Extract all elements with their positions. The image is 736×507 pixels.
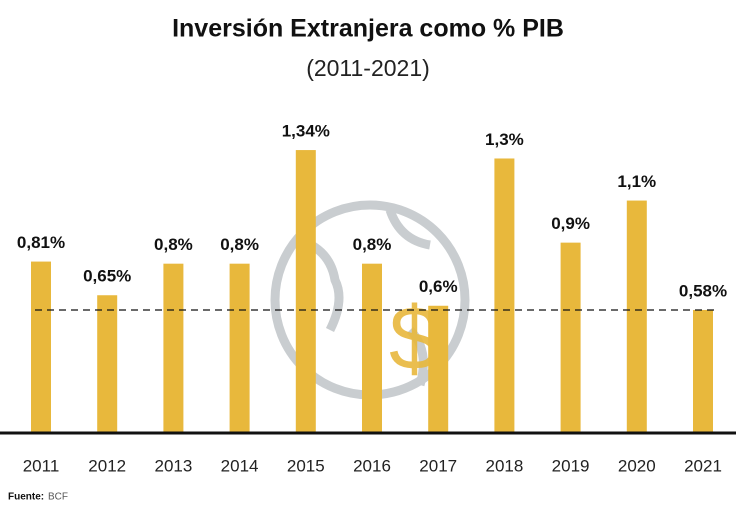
bar <box>626 200 647 432</box>
bar <box>494 158 515 433</box>
bar <box>428 305 449 432</box>
x-tick-label: 2020 <box>618 456 656 475</box>
value-label: 0,8% <box>154 235 193 254</box>
value-label: 0,8% <box>220 235 259 254</box>
x-tick-label: 2019 <box>552 456 590 475</box>
bar <box>163 263 184 432</box>
source-label: Fuente: <box>8 492 44 503</box>
bar <box>560 242 581 432</box>
bar <box>97 295 118 432</box>
x-tick-label: 2018 <box>485 456 523 475</box>
value-label: 1,3% <box>485 130 524 149</box>
value-label: 0,81% <box>17 233 65 252</box>
bar <box>31 261 51 432</box>
chart-subtitle: (2011-2021) <box>306 55 430 81</box>
value-label: 0,8% <box>353 235 392 254</box>
bar <box>295 150 316 432</box>
bar <box>229 263 250 432</box>
value-label: 0,6% <box>419 277 458 296</box>
source: BCF <box>48 492 68 503</box>
value-label: 1,34% <box>282 122 330 141</box>
value-label: 0,58% <box>679 281 727 300</box>
bar <box>693 309 713 432</box>
value-label: 0,9% <box>551 214 590 233</box>
x-tick-label: 2013 <box>154 456 192 475</box>
bar <box>362 263 382 432</box>
x-tick-label: 2021 <box>684 456 722 475</box>
x-tick-label: 2014 <box>221 456 259 475</box>
chart-title: Inversión Extranjera como % PIB <box>172 15 564 43</box>
x-tick-label: 2011 <box>23 456 60 475</box>
x-tick-label: 2016 <box>353 456 391 475</box>
x-tick-label: 2017 <box>419 456 457 475</box>
value-label: 0,65% <box>83 267 131 286</box>
x-tick-label: 2015 <box>287 456 325 475</box>
x-tick-label: 2012 <box>88 456 126 475</box>
value-label: 1,1% <box>617 172 656 191</box>
